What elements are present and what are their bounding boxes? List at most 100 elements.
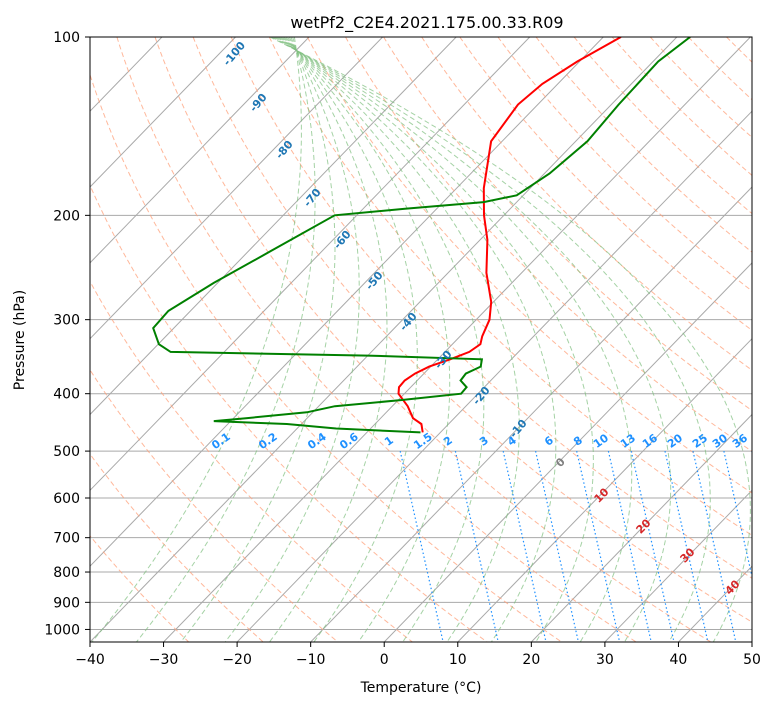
mixing-ratio-label: 0.2 xyxy=(256,430,279,452)
dry-adiabat xyxy=(90,535,190,642)
dry-adiabat xyxy=(535,37,752,253)
dry-adiabat xyxy=(306,37,752,494)
mixing-ratio-label: 1 xyxy=(382,434,396,449)
moist-adiabat xyxy=(180,37,336,642)
moist-adiabat xyxy=(269,37,388,642)
moist-adiabat xyxy=(91,37,302,642)
mixing-ratio-line xyxy=(723,450,752,580)
isotherm-gridline xyxy=(310,186,752,642)
plot-background xyxy=(90,37,775,642)
dry-adiabat-label: -30 xyxy=(432,348,455,372)
mixing-ratio-line xyxy=(692,450,737,642)
moist-adiabat xyxy=(273,37,672,642)
dry-adiabat xyxy=(765,37,775,642)
moist-adiabat xyxy=(281,37,485,642)
dry-adiabat xyxy=(459,37,752,331)
dewpoint-profile xyxy=(152,37,691,434)
y-tick-label: 400 xyxy=(53,387,80,403)
dry-adiabat xyxy=(90,369,339,642)
x-tick-label: 10 xyxy=(449,652,467,668)
moist-adiabat xyxy=(276,37,594,642)
isotherm-gridline xyxy=(90,37,383,340)
y-tick-label: 300 xyxy=(53,313,80,329)
dry-adiabat-label: -20 xyxy=(470,384,493,408)
isotherm-gridline xyxy=(751,641,752,642)
y-tick-label: 800 xyxy=(53,565,80,581)
isotherm-gridline xyxy=(236,110,752,642)
y-tick-label: 900 xyxy=(53,595,80,611)
y-tick-label: 200 xyxy=(53,208,80,224)
moist-adiabat xyxy=(136,37,316,642)
dry-adiabat-label: -100 xyxy=(220,39,248,69)
isotherm-gridline xyxy=(457,337,752,642)
plot-frame xyxy=(89,36,753,643)
dry-adiabat xyxy=(192,37,752,623)
mixing-ratio-label: 2 xyxy=(441,434,455,449)
x-tick-label: 40 xyxy=(670,652,688,668)
moist-adiabat xyxy=(278,37,557,642)
moist-adiabat xyxy=(269,37,751,642)
mixing-ratio-label: 8 xyxy=(571,434,585,449)
mixing-ratio-label: 0.4 xyxy=(305,430,329,452)
mixing-ratio-label: 16 xyxy=(640,431,660,451)
chart-title: wetPf2_C2E4.2021.175.00.33.R09 xyxy=(290,13,563,33)
contour-labels: -100-90-80-70-60-50-40-30-20-100.1 0.2 0.4… xyxy=(209,39,750,598)
dry-adiabat xyxy=(90,280,413,642)
mixing-ratio-label: 20 xyxy=(665,431,685,451)
dry-adiabat xyxy=(90,73,562,642)
moist-adiabat xyxy=(283,37,451,642)
dry-adiabat xyxy=(383,37,752,412)
dry-adiabat-label: -40 xyxy=(397,310,420,334)
moist-adiabat xyxy=(224,37,360,642)
mixing-ratio-line xyxy=(535,450,579,642)
mixing-ratio-line xyxy=(399,450,444,642)
x-tick-label: −20 xyxy=(222,652,252,668)
mixing-ratio-label: 1.5 xyxy=(411,430,434,452)
dry-adiabat xyxy=(573,37,752,215)
dry-adiabat xyxy=(497,37,752,292)
dry-adiabat xyxy=(90,184,488,642)
mixing-ratio-line xyxy=(607,450,652,642)
moist-adiabat-label: 10 xyxy=(592,485,612,505)
isotherm-gridline xyxy=(90,37,531,492)
mixing-ratio-label: 10 xyxy=(591,431,611,451)
dry-adiabat xyxy=(90,453,264,642)
temperature-profile xyxy=(397,37,622,433)
mixing-ratio-line xyxy=(502,450,547,642)
x-tick-label: −30 xyxy=(149,652,179,668)
x-axis-label: Temperature (°C) xyxy=(360,680,482,696)
y-tick-label: 100 xyxy=(53,30,80,46)
axes: −40 −30 −20 −10 0 10 20 30 40 5010020030040050060… xyxy=(44,30,761,668)
y-tick-label: 1000 xyxy=(44,622,80,638)
x-tick-label: −10 xyxy=(296,652,326,668)
isotherm-gridline xyxy=(90,37,310,264)
isotherm-gridline xyxy=(163,37,751,642)
mixing-ratio-line xyxy=(751,451,752,455)
dry-adiabat-label: -80 xyxy=(273,138,296,162)
mixing-ratio-line xyxy=(576,450,621,642)
moist-adiabat-label: 0 xyxy=(553,455,568,470)
y-axis-label: Pressure (hPa) xyxy=(12,290,28,390)
isotherm-gridline xyxy=(90,37,236,188)
dry-adiabat-label: -70 xyxy=(301,186,324,210)
moist-adiabat xyxy=(285,37,418,642)
x-tick-label: −40 xyxy=(75,652,105,668)
mixing-ratio-line xyxy=(664,450,709,642)
dry-adiabat-label: -90 xyxy=(247,91,270,115)
x-tick-label: 30 xyxy=(596,652,614,668)
mixing-ratio-line xyxy=(630,450,675,642)
x-tick-label: 50 xyxy=(743,652,761,668)
moist-adiabat-label: 30 xyxy=(678,545,698,565)
x-tick-label: 20 xyxy=(522,652,540,668)
dry-adiabat xyxy=(345,37,752,453)
mixing-ratio-label: 0.6 xyxy=(337,430,361,452)
isotherm-gridline xyxy=(90,37,678,642)
y-tick-label: 600 xyxy=(53,491,80,507)
isotherm-gridline xyxy=(604,489,752,642)
dry-adiabat xyxy=(421,37,752,371)
dry-adiabat xyxy=(649,37,752,139)
mixing-ratio-label: 25 xyxy=(690,431,710,450)
dry-adiabat xyxy=(611,37,752,177)
moist-adiabat xyxy=(271,37,711,642)
